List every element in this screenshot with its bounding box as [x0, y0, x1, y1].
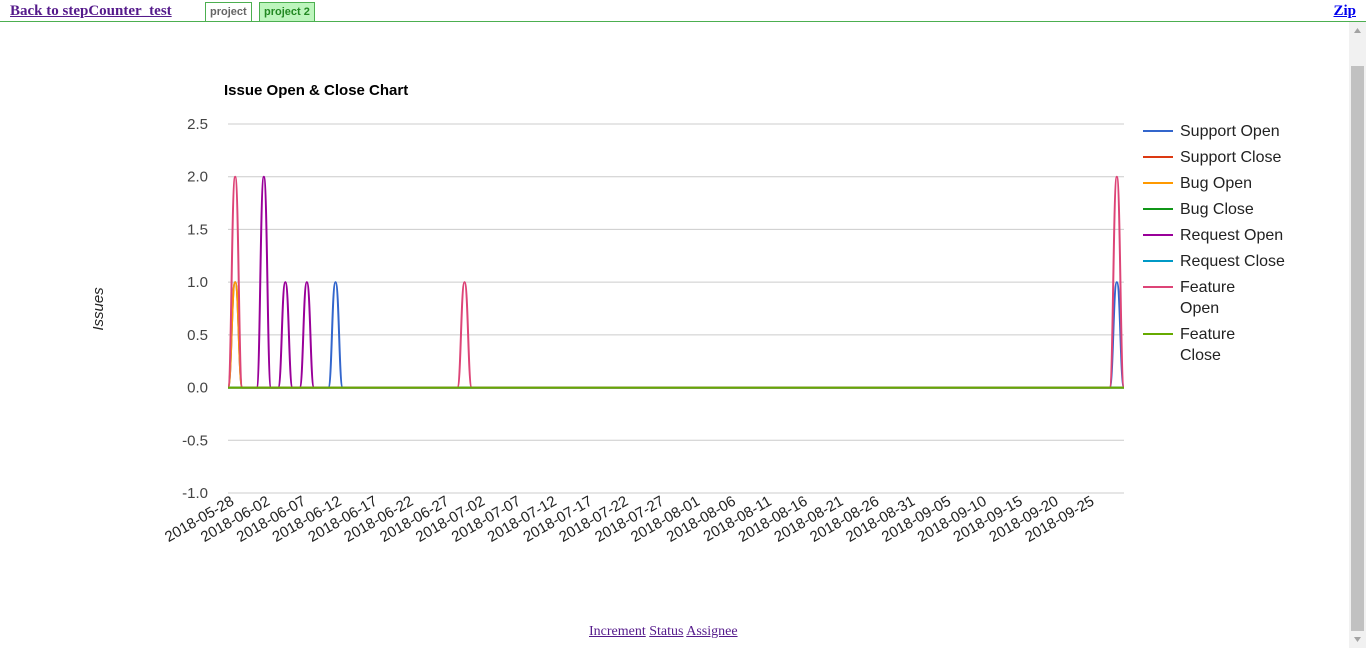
- legend-label: Support Close: [1180, 149, 1281, 166]
- tab-project[interactable]: project: [205, 2, 252, 21]
- scrollbar-thumb[interactable]: [1351, 66, 1364, 631]
- back-link[interactable]: Back to stepCounter_test: [10, 3, 172, 19]
- legend-label: Feature Close: [1180, 326, 1235, 364]
- series-line-7: [227, 175, 1125, 389]
- legend-label: Bug Close: [1180, 201, 1254, 218]
- y-tick-label: 0.5: [187, 327, 208, 344]
- legend-label: Bug Open: [1180, 175, 1252, 192]
- legend-label: Support Open: [1180, 123, 1280, 140]
- legend-label: Request Open: [1180, 227, 1283, 244]
- scroll-down-arrow-icon[interactable]: [1349, 631, 1366, 648]
- y-tick-label: 1.0: [187, 274, 208, 291]
- chart-canvas: Issue Open & Close Chart Issues 2.5 2.0 1.…: [90, 82, 1285, 546]
- legend-label: Feature Open: [1180, 279, 1235, 317]
- series-line-5: [255, 175, 316, 389]
- legend: Support Open Support Close Bug Open Bug Clo…: [1143, 123, 1285, 364]
- zip-link[interactable]: Zip: [1333, 3, 1356, 19]
- status-link[interactable]: Status: [649, 624, 684, 639]
- y-tick-label: -0.5: [182, 432, 208, 449]
- top-nav-bar: Back to stepCounter_test project project…: [0, 0, 1366, 22]
- assignee-link[interactable]: Assignee: [686, 624, 738, 639]
- increment-link[interactable]: Increment: [589, 624, 646, 639]
- footer-links: Increment Status Assignee: [589, 624, 738, 640]
- x-tick-labels: 2018-05-282018-06-022018-06-072018-06-12…: [162, 493, 1097, 546]
- y-tick-label: 2.0: [187, 169, 208, 186]
- legend-label: Request Close: [1180, 253, 1285, 270]
- y-tick-label: 2.5: [187, 116, 208, 133]
- series-lines: [227, 175, 1125, 389]
- y-tick-label: 1.5: [187, 221, 208, 238]
- y-axis-label: Issues: [90, 287, 107, 331]
- grid-lines: [228, 123, 1124, 494]
- scroll-up-arrow-icon[interactable]: [1349, 22, 1366, 39]
- issue-chart: Issue Open & Close Chart Issues 2.5 2.0 1.…: [0, 22, 1349, 622]
- y-tick-label: -1.0: [182, 485, 208, 502]
- vertical-scrollbar[interactable]: [1349, 22, 1366, 648]
- y-tick-labels: 2.5 2.0 1.5 1.0 0.5 0.0 -0.5 -1.0: [182, 116, 208, 502]
- chart-title: Issue Open & Close Chart: [224, 82, 408, 99]
- tab-project-2[interactable]: project 2: [259, 2, 315, 21]
- y-tick-label: 0.0: [187, 380, 208, 397]
